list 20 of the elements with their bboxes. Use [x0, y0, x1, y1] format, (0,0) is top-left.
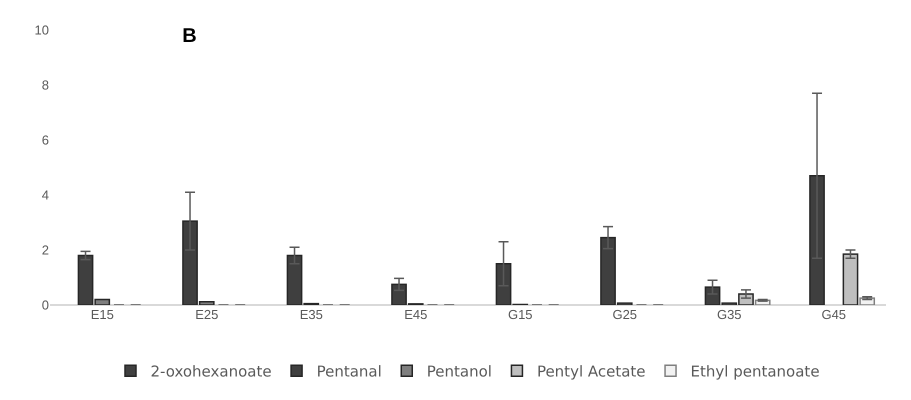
x-tick-label: E15 [90, 307, 114, 322]
x-tick-label: G15 [508, 307, 533, 322]
y-tick-label: 6 [42, 132, 49, 148]
legend-label: Ethyl pentanoate [690, 362, 820, 381]
y-tick-label: 10 [34, 22, 49, 38]
x-tick-label: E35 [300, 307, 323, 322]
legend-label: Pentanal [316, 362, 382, 381]
chart-title: B [182, 25, 197, 47]
x-tick-label: G25 [612, 307, 638, 322]
y-tick-label: 4 [42, 188, 49, 203]
x-tick-label: E25 [195, 307, 218, 322]
x-tick-label: G35 [716, 307, 742, 322]
legend-label: Pentyl Acetate [536, 362, 646, 381]
y-tick-label: 0 [42, 298, 49, 313]
x-tick-label: E45 [404, 307, 428, 322]
y-tick-label: 8 [42, 78, 49, 93]
legend-label: 2-oxohexanoate [150, 362, 272, 381]
x-tick-label: G45 [821, 307, 846, 322]
y-tick-label: 2 [42, 242, 49, 258]
legend-label: Pentanol [426, 362, 492, 381]
